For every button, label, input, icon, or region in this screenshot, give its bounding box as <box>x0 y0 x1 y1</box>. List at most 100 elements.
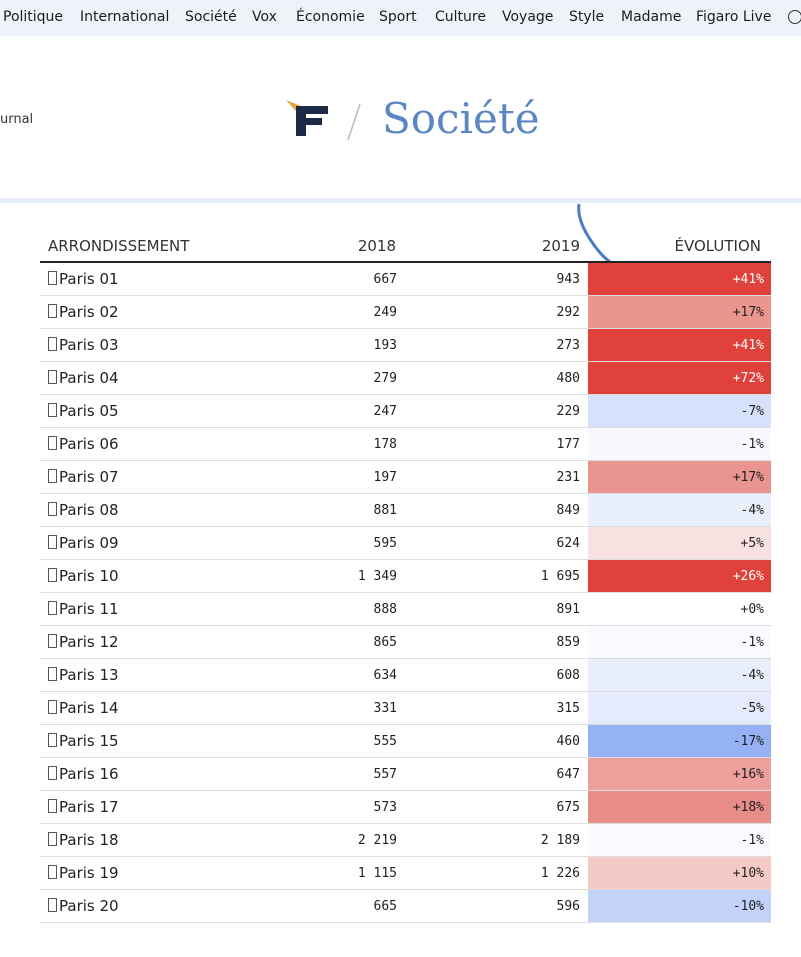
column-header: ARRONDISSEMENT <box>48 237 190 255</box>
value-2019: 608 <box>556 668 580 683</box>
nav-link[interactable]: Sport <box>379 9 417 25</box>
row-name: Paris 17 <box>48 798 119 816</box>
flag-glyph <box>48 898 57 912</box>
row-name: Paris 09 <box>48 534 119 552</box>
value-2018: 573 <box>373 800 397 815</box>
flag-glyph <box>48 370 57 384</box>
nav-link[interactable]: Madame <box>621 9 682 25</box>
evolution-value: -1% <box>740 437 764 452</box>
nav-link[interactable]: International <box>80 9 170 25</box>
flag-glyph <box>48 766 57 780</box>
table-row: Paris 16 557 647 +16% <box>40 758 771 791</box>
nav-link[interactable]: Vox <box>252 9 277 25</box>
row-name: Paris 16 <box>48 765 119 783</box>
row-label: Paris 01 <box>59 270 119 288</box>
column-header: ÉVOLUTION <box>674 237 761 255</box>
table-row: Paris 02 249 292 +17% <box>40 296 771 329</box>
value-2019: 315 <box>556 701 580 716</box>
row-label: Paris 18 <box>59 831 119 849</box>
row-name: Paris 19 <box>48 864 119 882</box>
nav-link[interactable]: Figaro Live <box>696 9 772 25</box>
evolution-cell: -5% <box>588 692 771 724</box>
value-2018: 331 <box>373 701 397 716</box>
table-row: Paris 01 667 943 +41% <box>40 263 771 296</box>
evolution-value: +5% <box>740 536 764 551</box>
value-2018: 634 <box>373 668 397 683</box>
evolution-cell: +5% <box>588 527 771 559</box>
value-2019: 675 <box>556 800 580 815</box>
nav-link[interactable]: Voyage <box>502 9 554 25</box>
header-left-text: urnal <box>0 112 34 127</box>
evolution-value: +0% <box>740 602 764 617</box>
table-row: Paris 18 2 219 2 189 -1% <box>40 824 771 857</box>
nav-link[interactable]: Style <box>569 9 605 25</box>
column-header: 2018 <box>357 237 396 255</box>
nav-link[interactable]: Économie <box>296 9 365 25</box>
evolution-value: -10% <box>732 899 764 914</box>
row-label: Paris 16 <box>59 765 119 783</box>
row-name: Paris 01 <box>48 270 119 288</box>
evolution-cell: -4% <box>588 494 771 526</box>
value-2018: 865 <box>373 635 397 650</box>
evolution-cell: +18% <box>588 791 771 823</box>
row-label: Paris 15 <box>59 732 119 750</box>
row-name: Paris 03 <box>48 336 119 354</box>
row-name: Paris 04 <box>48 369 119 387</box>
header: urnal Société <box>0 36 801 198</box>
nav-link[interactable]: Politique <box>3 9 64 25</box>
flag-glyph <box>48 502 57 516</box>
row-label: Paris 07 <box>59 468 119 486</box>
table-row: Paris 08 881 849 -4% <box>40 494 771 527</box>
evolution-cell: -1% <box>588 824 771 856</box>
row-name: Paris 08 <box>48 501 119 519</box>
table-row: Paris 10 1 349 1 695 +26% <box>40 560 771 593</box>
evolution-value: +41% <box>732 272 764 287</box>
evolution-value: +16% <box>732 767 764 782</box>
flag-glyph <box>48 832 57 846</box>
plus-icon[interactable] <box>788 10 801 24</box>
table-row: Paris 12 865 859 -1% <box>40 626 771 659</box>
evolution-value: +72% <box>732 371 764 386</box>
row-label: Paris 08 <box>59 501 119 519</box>
evolution-cell: +0% <box>588 593 771 625</box>
table-row: Paris 07 197 231 +17% <box>40 461 771 494</box>
value-2019: 480 <box>556 371 580 386</box>
row-name: Paris 10 <box>48 567 119 585</box>
table-row: Paris 11 888 891 +0% <box>40 593 771 626</box>
value-2018: 595 <box>373 536 397 551</box>
separator <box>347 103 361 141</box>
value-2019: 231 <box>556 470 580 485</box>
flag-glyph <box>48 304 57 318</box>
table-row: Paris 05 247 229 -7% <box>40 395 771 428</box>
evolution-cell: +17% <box>588 461 771 493</box>
row-name: Paris 06 <box>48 435 119 453</box>
flag-glyph <box>48 403 57 417</box>
logo[interactable] <box>284 98 330 140</box>
evolution-value: -1% <box>740 635 764 650</box>
header-rule <box>40 261 771 263</box>
flag-glyph <box>48 601 57 615</box>
column-header: 2019 <box>541 237 580 255</box>
evolution-cell: -7% <box>588 395 771 427</box>
value-2018: 178 <box>373 437 397 452</box>
nav-link[interactable]: Culture <box>435 9 486 25</box>
value-2019: 1 226 <box>540 866 580 881</box>
value-2019: 177 <box>556 437 580 452</box>
flag-glyph <box>48 436 57 450</box>
flag-glyph <box>48 337 57 351</box>
row-label: Paris 12 <box>59 633 119 651</box>
row-name: Paris 12 <box>48 633 119 651</box>
flag-glyph <box>48 535 57 549</box>
value-2019: 292 <box>556 305 580 320</box>
flag-glyph <box>48 667 57 681</box>
nav-link[interactable]: Société <box>185 9 237 25</box>
evolution-cell: +72% <box>588 362 771 394</box>
row-label: Paris 03 <box>59 336 119 354</box>
value-2018: 881 <box>373 503 397 518</box>
table-row: Paris 13 634 608 -4% <box>40 659 771 692</box>
value-2019: 849 <box>556 503 580 518</box>
value-2019: 2 189 <box>540 833 580 848</box>
table-row: Paris 17 573 675 +18% <box>40 791 771 824</box>
value-2018: 1 349 <box>357 569 397 584</box>
row-name: Paris 20 <box>48 897 119 915</box>
